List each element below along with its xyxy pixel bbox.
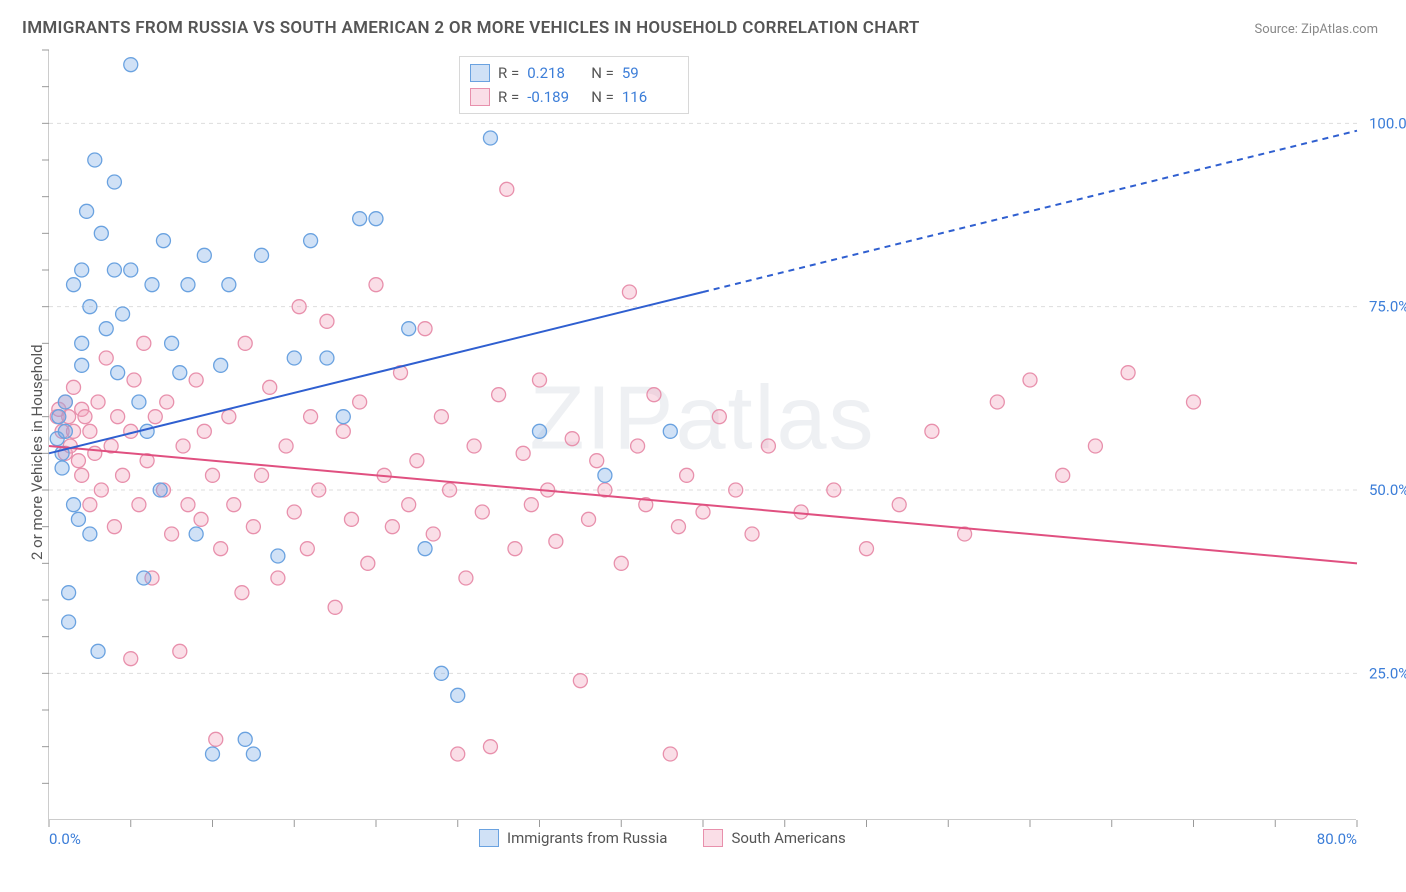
chart-title: IMMIGRANTS FROM RUSSIA VS SOUTH AMERICAN…	[22, 18, 920, 38]
y-axis-tick-label: 50.0%	[1369, 481, 1406, 499]
x-axis-tick-label: 80.0%	[1317, 830, 1357, 848]
swatch-russia-icon	[479, 829, 499, 847]
series-legend: Immigrants from Russia South Americans	[479, 829, 846, 847]
swatch-south-american-icon	[703, 829, 723, 847]
y-axis-tick-label: 75.0%	[1369, 298, 1406, 316]
chart-svg: 25.0%50.0%75.0%100.0%0.0%80.0%	[49, 50, 1356, 819]
legend-item-south-american: South Americans	[703, 829, 845, 847]
legend-label-russia: Immigrants from Russia	[507, 829, 667, 847]
y-axis-label: 2 or more Vehicles in Household	[28, 344, 46, 560]
chart-plot-area: ZIPatlas R = 0.218 N = 59 R = -0.189 N =…	[48, 50, 1356, 820]
y-axis-tick-label: 25.0%	[1369, 664, 1406, 682]
legend-item-russia: Immigrants from Russia	[479, 829, 667, 847]
y-axis-tick-label: 100.0%	[1369, 114, 1406, 132]
legend-label-south-american: South Americans	[731, 829, 845, 847]
source-attribution: Source: ZipAtlas.com	[1254, 22, 1378, 37]
x-axis-tick-label: 0.0%	[49, 830, 81, 848]
